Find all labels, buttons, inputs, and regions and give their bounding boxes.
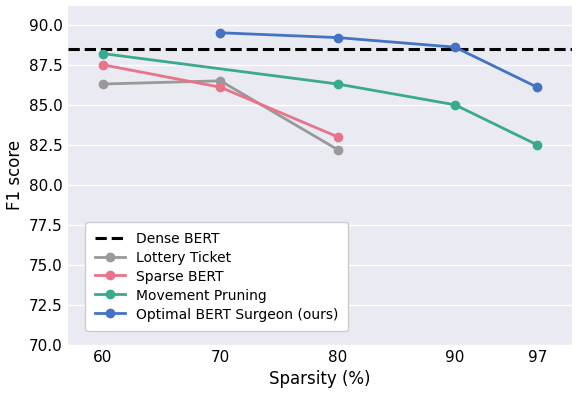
Optimal BERT Surgeon (ours) — [533, 85, 540, 89]
Sparse BERT — [217, 85, 224, 89]
Optimal BERT Surgeon (ours) — [334, 35, 341, 40]
X-axis label: Sparsity (%): Sparsity (%) — [269, 370, 371, 388]
Line: Lottery Ticket: Lottery Ticket — [99, 77, 342, 154]
Movement Pruning — [451, 102, 458, 107]
Sparse BERT — [99, 62, 106, 67]
Lottery Ticket — [217, 78, 224, 83]
Lottery Ticket — [334, 147, 341, 152]
Optimal BERT Surgeon (ours) — [217, 30, 224, 35]
Y-axis label: F1 score: F1 score — [6, 140, 24, 210]
Optimal BERT Surgeon (ours) — [451, 45, 458, 50]
Legend: Dense BERT, Lottery Ticket, Sparse BERT, Movement Pruning, Optimal BERT Surgeon : Dense BERT, Lottery Ticket, Sparse BERT,… — [85, 222, 349, 331]
Movement Pruning — [99, 51, 106, 56]
Line: Movement Pruning: Movement Pruning — [99, 49, 542, 149]
Lottery Ticket — [99, 82, 106, 86]
Movement Pruning — [533, 143, 540, 147]
Line: Optimal BERT Surgeon (ours): Optimal BERT Surgeon (ours) — [216, 29, 542, 91]
Movement Pruning — [334, 82, 341, 86]
Sparse BERT — [334, 134, 341, 139]
Line: Sparse BERT: Sparse BERT — [99, 61, 342, 141]
